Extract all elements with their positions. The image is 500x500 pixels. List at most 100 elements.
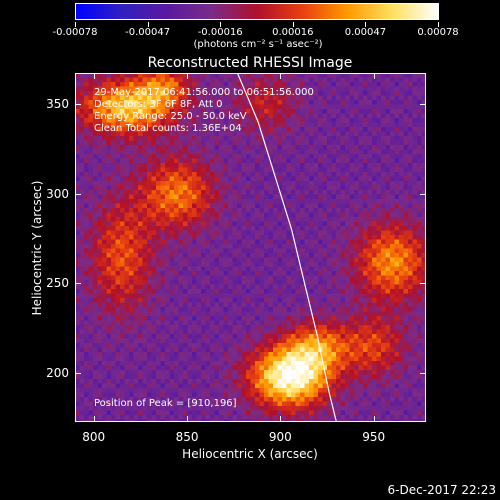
heatmap-cell xyxy=(169,235,175,240)
heatmap-cell xyxy=(349,190,355,195)
heatmap-cell xyxy=(102,199,107,204)
heatmap-cell xyxy=(210,226,215,231)
heatmap-cell xyxy=(394,86,400,92)
heatmap-cell xyxy=(327,226,332,231)
heatmap-cell xyxy=(304,194,310,200)
heatmap-cell xyxy=(165,244,170,249)
heatmap-cell xyxy=(412,185,418,191)
heatmap-cell xyxy=(349,154,355,159)
heatmap-cell xyxy=(196,73,202,78)
heatmap-cell xyxy=(264,230,269,236)
heatmap-cell xyxy=(291,127,296,132)
heatmap-cell xyxy=(345,190,350,195)
heatmap-cell xyxy=(291,293,296,299)
heatmap-cell xyxy=(322,131,328,137)
heatmap-cell xyxy=(214,284,220,290)
heatmap-cell xyxy=(88,181,94,186)
heatmap-cell xyxy=(178,82,184,87)
heatmap-cell xyxy=(192,239,197,245)
heatmap-cell xyxy=(75,325,80,330)
heatmap-cell xyxy=(268,100,274,105)
heatmap-cell xyxy=(322,95,328,101)
heatmap-cell xyxy=(367,109,373,114)
heatmap-cell xyxy=(336,86,341,92)
heatmap-cell xyxy=(381,190,386,195)
heatmap-cell xyxy=(264,289,269,294)
heatmap-cell xyxy=(165,302,170,308)
heatmap-cell xyxy=(340,172,346,177)
heatmap-cell xyxy=(367,239,373,245)
heatmap-cell xyxy=(291,275,296,281)
heatmap-cell xyxy=(394,352,400,357)
heatmap-cell xyxy=(358,320,364,326)
heatmap-cell xyxy=(205,136,211,141)
heatmap-cell xyxy=(228,266,233,272)
heatmap-cell xyxy=(223,311,229,317)
heatmap-cell xyxy=(331,208,337,213)
heatmap-cell xyxy=(205,122,211,128)
heatmap-cell xyxy=(363,176,368,182)
heatmap-cell xyxy=(255,352,260,357)
heatmap-cell xyxy=(196,140,202,146)
heatmap-cell xyxy=(385,73,391,78)
heatmap-cell xyxy=(421,338,426,344)
heatmap-cell xyxy=(169,320,175,326)
heatmap-cell xyxy=(228,257,233,263)
heatmap-cell xyxy=(169,122,175,128)
heatmap-cell xyxy=(120,73,125,78)
heatmap-cell xyxy=(385,140,391,146)
heatmap-cell xyxy=(102,289,107,294)
heatmap-cell xyxy=(358,284,364,290)
heatmap-cell xyxy=(385,208,391,213)
heatmap-cell xyxy=(417,95,422,101)
heatmap-cell xyxy=(205,311,211,317)
heatmap-cell xyxy=(412,122,418,128)
heatmap-cell xyxy=(300,343,305,348)
heatmap-cell xyxy=(237,212,242,218)
heatmap-cell xyxy=(169,158,175,164)
heatmap-cell xyxy=(336,140,341,146)
heatmap-cell xyxy=(322,275,328,281)
heatmap-cell xyxy=(151,302,157,308)
heatmap-cell xyxy=(178,320,184,326)
heatmap-cell xyxy=(255,163,260,168)
heatmap-cell xyxy=(376,226,382,231)
heatmap-cell xyxy=(183,100,188,105)
heatmap-cell xyxy=(115,347,121,353)
heatmap-cell xyxy=(241,145,247,150)
heatmap-cell xyxy=(385,293,391,299)
heatmap-cell xyxy=(327,100,332,105)
heatmap-cell xyxy=(124,266,130,272)
heatmap-cell xyxy=(345,77,350,83)
heatmap-cell xyxy=(390,217,395,222)
heatmap-cell xyxy=(115,86,121,92)
heatmap-cell xyxy=(277,221,283,227)
heatmap-cell xyxy=(286,293,292,299)
heatmap-cell xyxy=(183,212,188,218)
heatmap-cell xyxy=(201,239,206,245)
heatmap-cell xyxy=(277,140,283,146)
heatmap-cell xyxy=(165,158,170,164)
heatmap-cell xyxy=(232,109,238,114)
heatmap-cell xyxy=(390,293,395,299)
heatmap-cell xyxy=(367,212,373,218)
heatmap-cell xyxy=(277,230,283,236)
heatmap-cell xyxy=(363,302,368,308)
heatmap-cell xyxy=(201,347,206,353)
heatmap-cell xyxy=(273,190,278,195)
heatmap-cell xyxy=(160,284,166,290)
heatmap-cell xyxy=(160,82,166,87)
heatmap-cell xyxy=(390,203,395,209)
heatmap-cell xyxy=(111,289,116,294)
heatmap-cell xyxy=(403,95,409,101)
heatmap-cell xyxy=(282,145,287,150)
heatmap-cell xyxy=(327,298,332,303)
heatmap-cell xyxy=(399,226,404,231)
heatmap-cell xyxy=(358,316,364,321)
heatmap-cell xyxy=(268,91,274,96)
heatmap-cell xyxy=(97,181,103,186)
heatmap-cell xyxy=(178,109,184,114)
heatmap-cell xyxy=(331,127,337,132)
heatmap-cell xyxy=(381,77,386,83)
heatmap-cell xyxy=(363,320,368,326)
